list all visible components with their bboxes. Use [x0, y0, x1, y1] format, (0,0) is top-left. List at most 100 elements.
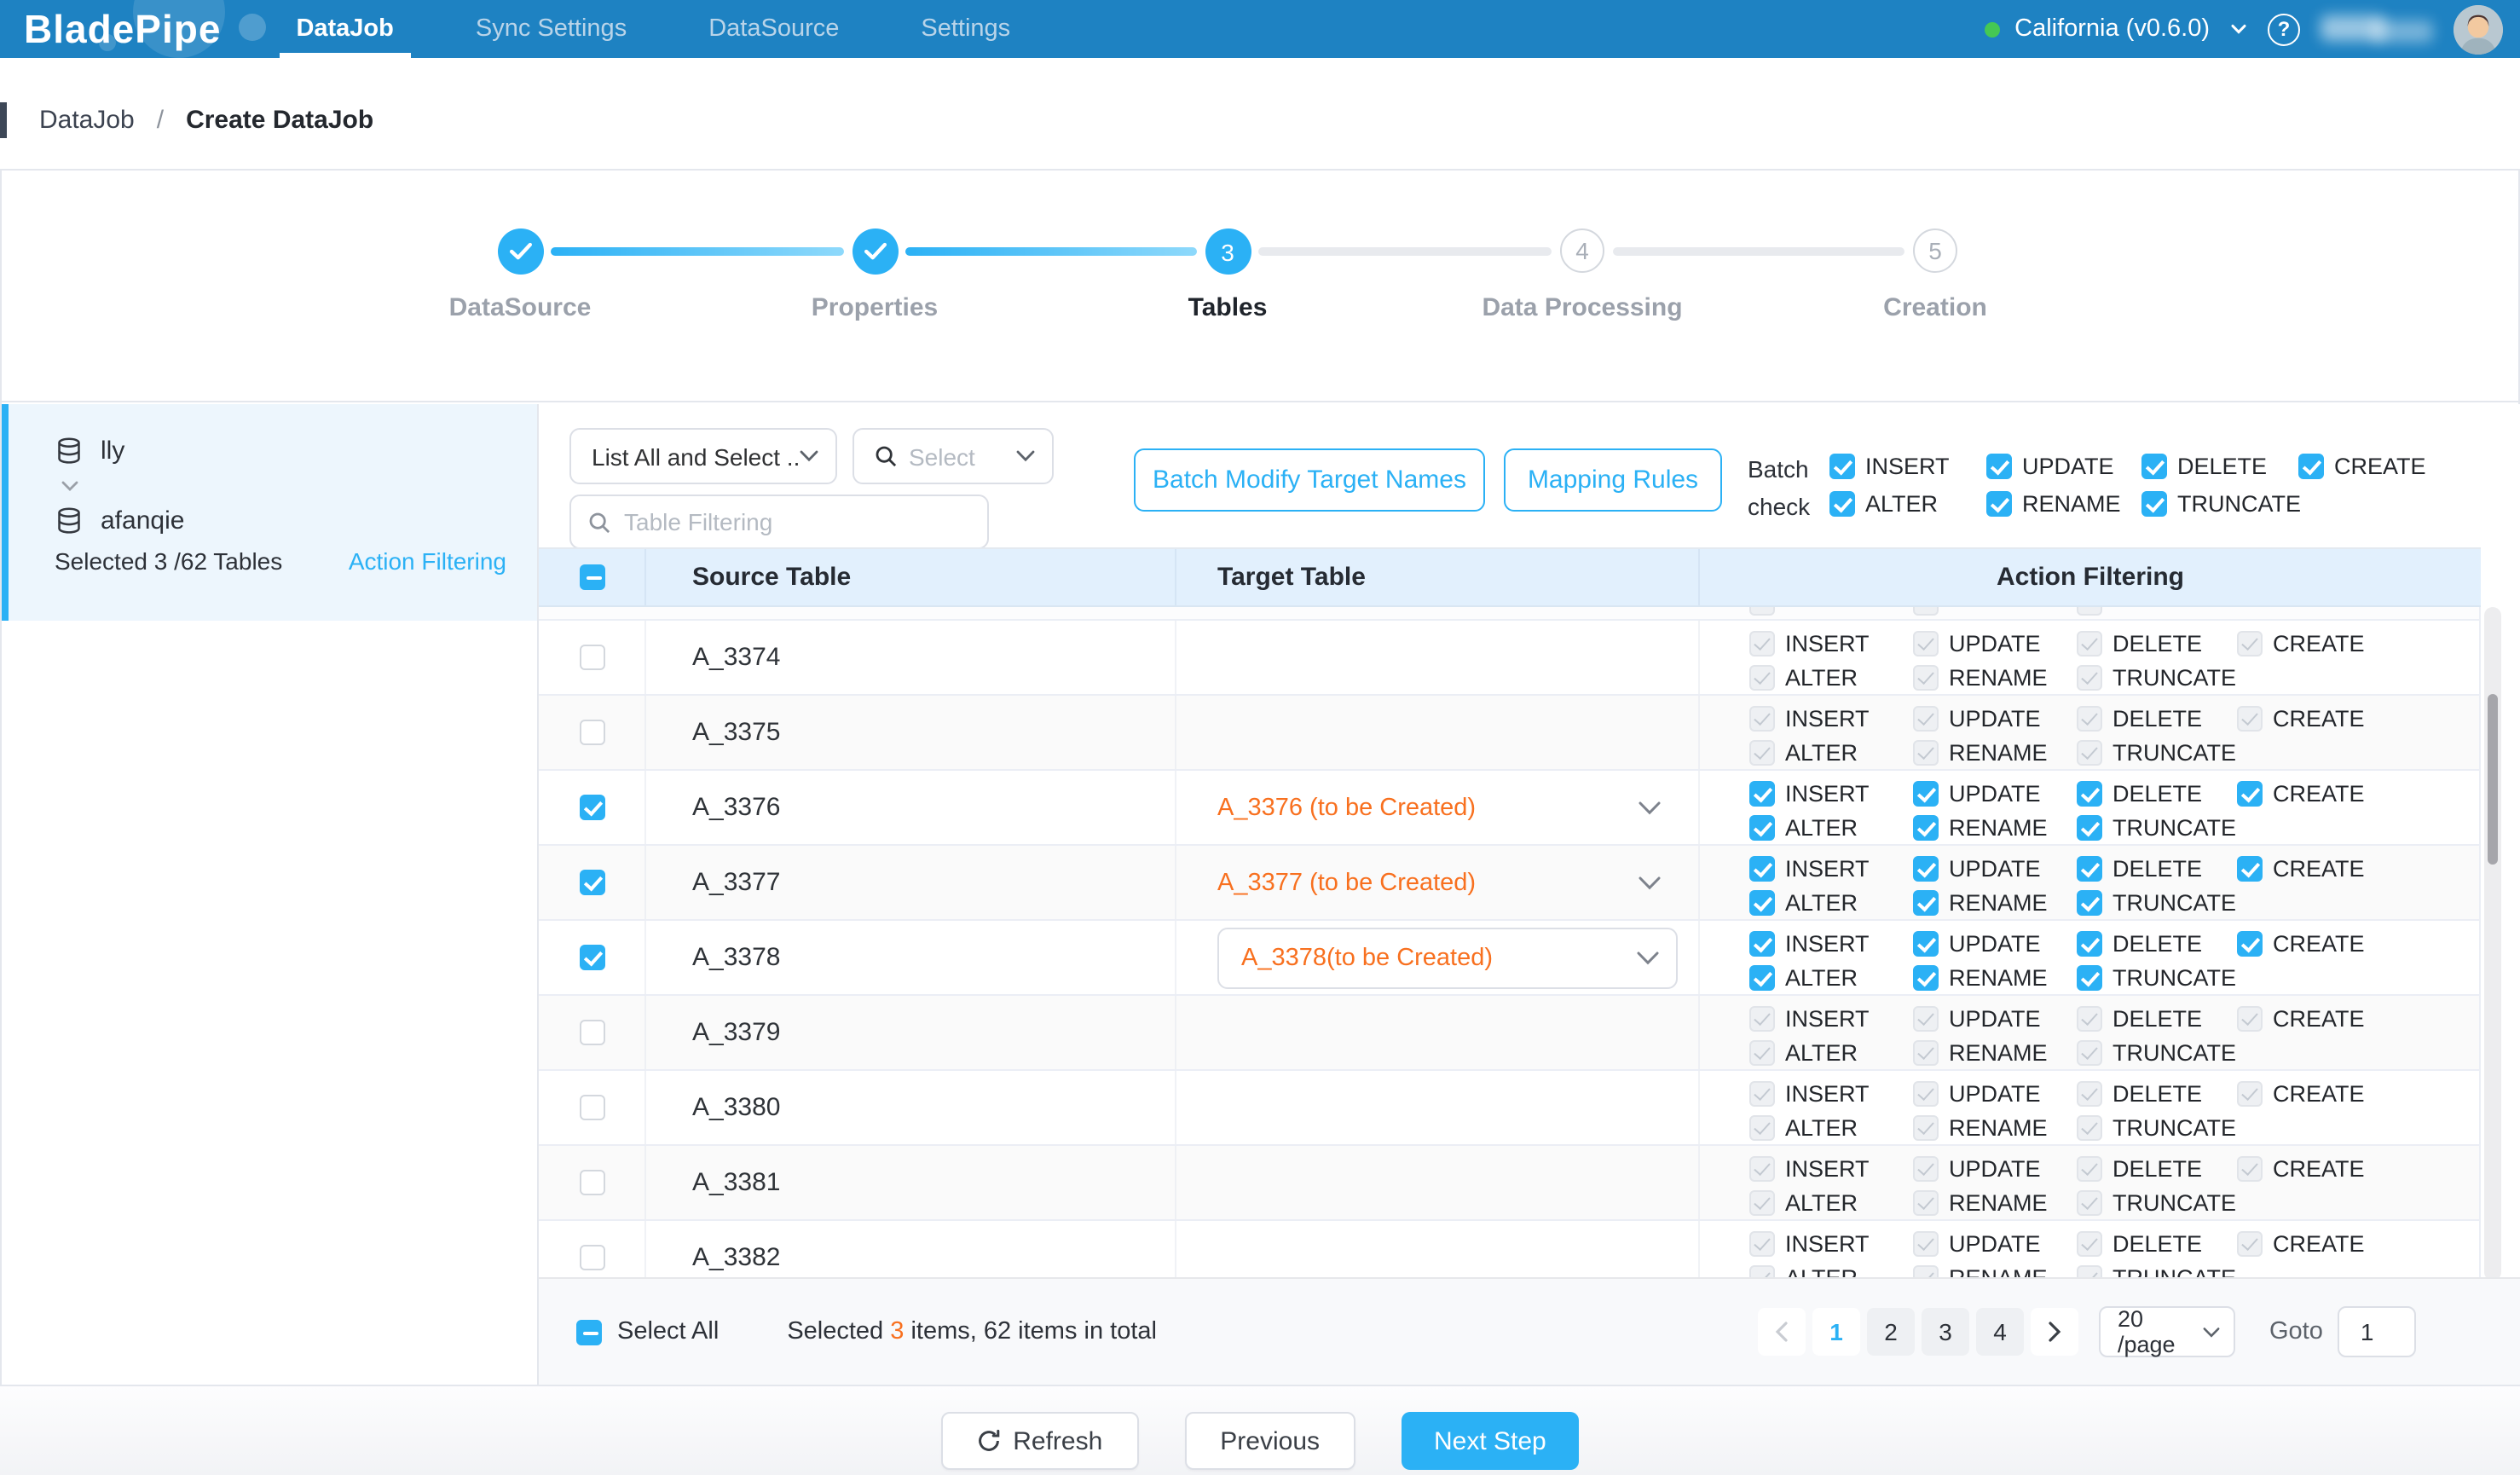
scrollbar-thumb[interactable] [2488, 694, 2498, 865]
page-button-1[interactable]: 1 [1812, 1308, 1860, 1356]
breadcrumb-parent[interactable]: DataJob [39, 105, 135, 134]
insert-checkbox[interactable] [1749, 856, 1775, 882]
checkbox-label: DELETE [2113, 856, 2202, 882]
checkbox-label: CREATE [2273, 631, 2365, 657]
rename-checkbox[interactable] [1913, 815, 1939, 841]
target-table-select[interactable]: A_3377 (to be Created) [1217, 852, 1678, 913]
row-checkbox[interactable] [579, 1245, 604, 1270]
truncate-checkbox[interactable] [2077, 815, 2102, 841]
update-checkbox[interactable] [1913, 781, 1939, 807]
goto-page-input[interactable] [2338, 1306, 2417, 1357]
header-select-all-checkbox[interactable] [579, 564, 604, 590]
select-all-checkbox[interactable] [576, 1319, 602, 1345]
next-page-button[interactable] [2031, 1308, 2078, 1356]
row-checkbox[interactable] [579, 645, 604, 670]
schema-mapping-card[interactable]: lly afanqie Selected 3 [2, 404, 537, 621]
batch-insert-checkbox[interactable] [1829, 454, 1855, 479]
checkbox-label: RENAME [2022, 491, 2121, 517]
database-icon [55, 506, 84, 535]
next-step-button[interactable]: Next Step [1402, 1412, 1579, 1470]
create-checkbox[interactable] [2237, 931, 2263, 957]
username-blurred[interactable] [2321, 12, 2433, 46]
refresh-button[interactable]: Refresh [941, 1412, 1138, 1470]
page-button-3[interactable]: 3 [1922, 1308, 1969, 1356]
batch-create-checkbox[interactable] [2298, 454, 2324, 479]
action-checkbox-item: INSERT [1749, 631, 1913, 657]
batch-truncate-checkbox[interactable] [2141, 491, 2167, 517]
action-checkbox-item: INSERT [1749, 856, 1913, 882]
update-checkbox[interactable] [1913, 931, 1939, 957]
insert-checkbox [1749, 1081, 1775, 1107]
alter-checkbox[interactable] [1749, 965, 1775, 991]
page-button-4[interactable]: 4 [1976, 1308, 2024, 1356]
region-selector[interactable]: California (v0.6.0) [2014, 15, 2210, 43]
nav-tab-datasource[interactable]: DataSource [705, 0, 842, 58]
batch-alter-checkbox[interactable] [1829, 491, 1855, 517]
checkbox-label: ALTER [1785, 1115, 1858, 1141]
target-table-select[interactable]: A_3378(to be Created) [1217, 927, 1678, 988]
delete-checkbox[interactable] [2077, 781, 2102, 807]
row-checkbox[interactable] [579, 795, 604, 820]
row-checkbox[interactable] [579, 1170, 604, 1195]
table-filter-field[interactable] [569, 495, 989, 549]
nav-tab-sync-settings[interactable]: Sync Settings [472, 0, 630, 58]
insert-checkbox[interactable] [1749, 781, 1775, 807]
nav-tabs: DataJob Sync Settings DataSource Setting… [292, 0, 1014, 58]
action-checkbox-item: RENAME [1913, 1040, 2077, 1066]
avatar[interactable] [2454, 4, 2503, 54]
checkbox-label: DELETE [2113, 706, 2202, 732]
create-checkbox[interactable] [2237, 781, 2263, 807]
rename-checkbox[interactable] [1913, 965, 1939, 991]
prev-page-button[interactable] [1758, 1308, 1806, 1356]
batch-update-checkbox[interactable] [1986, 454, 2012, 479]
row-checkbox[interactable] [579, 870, 604, 895]
help-icon[interactable]: ? [2268, 13, 2300, 45]
create-checkbox [2237, 631, 2263, 657]
target-schema-select[interactable]: Select [853, 428, 1054, 484]
truncate-checkbox [2077, 1115, 2102, 1141]
batch-delete-checkbox[interactable] [2141, 454, 2167, 479]
page-button-2[interactable]: 2 [1867, 1308, 1915, 1356]
table-filter-input[interactable] [624, 508, 970, 535]
chevron-down-icon[interactable] [2230, 20, 2247, 38]
target-table-select[interactable]: A_3376 (to be Created) [1217, 777, 1678, 838]
checkbox-label: RENAME [1949, 665, 2048, 691]
checkbox-label: UPDATE [1949, 1156, 2041, 1182]
rename-checkbox[interactable] [1913, 890, 1939, 916]
truncate-checkbox[interactable] [2077, 890, 2102, 916]
action-checkbox-item: DELETE [2077, 1231, 2237, 1257]
row-checkbox[interactable] [579, 720, 604, 745]
page-size-select[interactable]: 20 /page [2099, 1306, 2235, 1357]
pagination: 1 2 3 4 20 /page Goto [1758, 1306, 2417, 1357]
select-all-control[interactable]: Select All [576, 1318, 719, 1345]
batch-check-row-2: ALTER RENAME TRUNCATE [1829, 491, 2298, 517]
row-checkbox[interactable] [579, 1020, 604, 1045]
nav-tab-settings[interactable]: Settings [917, 0, 1014, 58]
rename-checkbox [1913, 665, 1939, 691]
alter-checkbox[interactable] [1749, 890, 1775, 916]
checkbox-label: DELETE [2113, 781, 2202, 807]
nav-tab-datajob[interactable]: DataJob [292, 0, 396, 58]
step-1-circle [497, 228, 543, 275]
delete-checkbox[interactable] [2077, 931, 2102, 957]
row-checkbox[interactable] [579, 945, 604, 970]
batch-rename-checkbox[interactable] [1986, 491, 2012, 517]
list-mode-select[interactable]: List All and Select ... [569, 428, 837, 484]
insert-checkbox[interactable] [1749, 931, 1775, 957]
action-checkbox-item: TRUNCATE [2077, 890, 2237, 916]
action-filter-cell: INSERTUPDATEDELETECREATEALTERRENAMETRUNC… [1700, 1146, 2479, 1219]
previous-button[interactable]: Previous [1184, 1412, 1355, 1470]
action-filter-cell: INSERTUPDATEDELETECREATEALTERRENAMETRUNC… [1700, 621, 2479, 694]
create-checkbox[interactable] [2237, 856, 2263, 882]
checkbox-label: RENAME [1949, 1115, 2048, 1141]
checkbox-label: CREATE [2273, 1081, 2365, 1107]
batch-modify-target-names-button[interactable]: Batch Modify Target Names [1134, 448, 1485, 512]
truncate-checkbox[interactable] [2077, 965, 2102, 991]
row-checkbox[interactable] [579, 1095, 604, 1120]
update-checkbox[interactable] [1913, 856, 1939, 882]
action-filtering-link[interactable]: Action Filtering [349, 547, 506, 575]
checkbox-label: TRUNCATE [2113, 665, 2236, 691]
delete-checkbox[interactable] [2077, 856, 2102, 882]
alter-checkbox[interactable] [1749, 815, 1775, 841]
mapping-rules-button[interactable]: Mapping Rules [1504, 448, 1722, 512]
